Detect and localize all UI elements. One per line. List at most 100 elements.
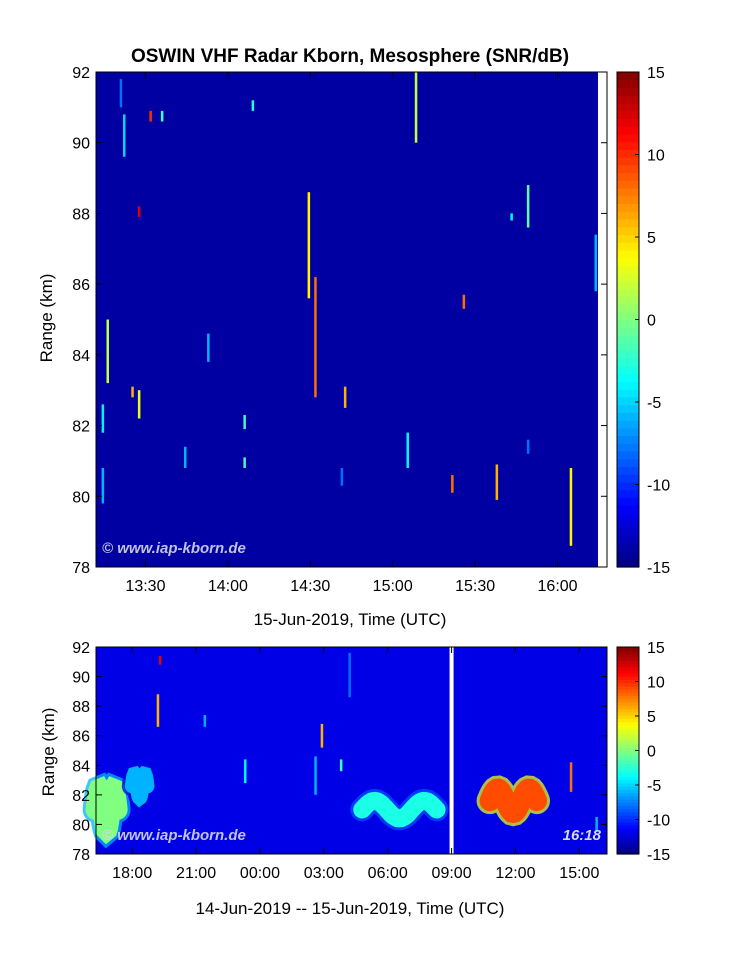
echo-streak	[251, 100, 255, 111]
colorbar-segment	[617, 841, 639, 845]
colorbar-segment	[617, 365, 639, 375]
echo-streak	[106, 319, 109, 384]
no-data-strip	[598, 72, 607, 567]
y-tick-label: 80	[72, 489, 90, 506]
echo-streak	[137, 390, 141, 419]
colorbar-tick-label: -15	[647, 847, 670, 864]
colorbar-segment	[617, 828, 639, 832]
colorbar-segment	[617, 647, 639, 651]
colorbar-tick-label: 15	[647, 640, 665, 657]
colorbar-tick-label: 5	[647, 230, 656, 247]
colorbar-segment	[617, 672, 639, 677]
plot-background	[96, 647, 607, 854]
colorbar-segment	[617, 474, 639, 483]
x-tick-label: 12:00	[495, 865, 535, 882]
colorbar-segment	[617, 149, 639, 158]
colorbar-segment	[617, 180, 639, 189]
colorbar-segment	[617, 769, 639, 774]
echo-streak	[101, 468, 105, 504]
echo-layer	[85, 776, 128, 845]
colorbar-segment	[617, 831, 639, 836]
colorbar-segment	[617, 789, 639, 794]
current-time-label: 16:18	[563, 827, 602, 844]
echo-streak	[569, 762, 573, 792]
colorbar-segment	[617, 543, 639, 553]
echo-streak	[203, 715, 207, 727]
colorbar-tick-label: 0	[647, 744, 656, 761]
echo-streak	[131, 386, 134, 398]
colorbar-segment	[617, 756, 639, 761]
echo-streak	[343, 386, 347, 408]
colorbar-segment	[617, 257, 639, 266]
colorbar-segment	[617, 110, 639, 119]
echo-streak	[207, 333, 210, 362]
echo-streak	[594, 234, 597, 292]
x-tick-label: 21:00	[176, 865, 216, 882]
echo-streak	[510, 213, 513, 221]
x-tick-label: 14:00	[208, 578, 248, 595]
colorbar-segment	[617, 653, 639, 658]
colorbar-top: -15 -10 -5 0 5 10 15	[616, 65, 670, 577]
colorbar-segment	[617, 721, 639, 726]
echo-streak	[320, 723, 324, 748]
colorbar-segment	[617, 711, 639, 716]
echo-streak	[314, 277, 317, 398]
x-tick-label: 00:00	[240, 865, 280, 882]
colorbar-segment	[617, 795, 639, 800]
y-tick-label: 78	[72, 847, 90, 864]
colorbar-segment	[617, 679, 639, 684]
colorbar-segment	[617, 766, 639, 771]
x-tick-label: 15:00	[373, 578, 413, 595]
colorbar-segment	[617, 763, 639, 768]
echo-streak	[184, 446, 187, 468]
range-time-plot-bottom: 78 80 82 84 86 88 90 92 18:00 21:00 00:00 03:00 06:0…	[72, 640, 608, 882]
colorbar-segment	[617, 458, 639, 468]
colorbar-segment	[617, 412, 639, 421]
x-tick-label: 09:00	[432, 865, 472, 882]
colorbar-segment	[617, 450, 639, 460]
plot-background	[96, 72, 607, 567]
colorbar-segment	[617, 805, 639, 810]
colorbar-segment	[617, 319, 639, 328]
colorbar-segment	[617, 126, 639, 135]
y-tick-label: 92	[72, 65, 90, 82]
colorbar-segment	[617, 404, 639, 413]
y-tick-label: 92	[72, 640, 90, 657]
colorbar-segment	[617, 718, 639, 722]
colorbar-segment	[617, 799, 639, 803]
colorbar-segment	[617, 420, 639, 429]
colorbar-segment	[617, 443, 639, 452]
colorbar-segment	[617, 141, 639, 150]
colorbar-segment	[617, 724, 639, 729]
echo-layer	[353, 791, 446, 828]
colorbar-segment	[617, 72, 639, 81]
colorbar-segment	[617, 824, 639, 829]
colorbar-segment	[617, 389, 639, 398]
x-tick-label: 13:30	[125, 578, 165, 595]
colorbar-segment	[617, 663, 639, 667]
y-tick-label: 88	[72, 206, 90, 223]
colorbar-segment	[617, 808, 639, 813]
colorbar-segment	[617, 102, 639, 112]
plot-frame	[95, 71, 608, 568]
colorbar-segment	[617, 844, 639, 849]
echo-streak	[526, 185, 530, 228]
colorbar-segment	[617, 792, 639, 797]
colorbar-segment	[617, 821, 639, 826]
colorbar-segment	[617, 659, 639, 664]
colorbar-segment	[617, 656, 639, 661]
colorbar-segment	[617, 95, 639, 104]
echo-streak	[348, 652, 351, 698]
colorbar-segment	[617, 779, 639, 784]
colorbar-segment	[617, 273, 639, 282]
echo-layer	[479, 778, 548, 824]
colorbar-segment	[617, 734, 639, 739]
x-tick-label: 03:00	[304, 865, 344, 882]
colorbar-segment	[617, 203, 639, 212]
colorbar-segment	[617, 234, 639, 243]
colorbar-segment	[617, 481, 639, 491]
colorbar-segment	[617, 786, 639, 790]
colorbar-tick-label: 15	[647, 65, 665, 82]
y-tick-label: 90	[72, 670, 90, 687]
